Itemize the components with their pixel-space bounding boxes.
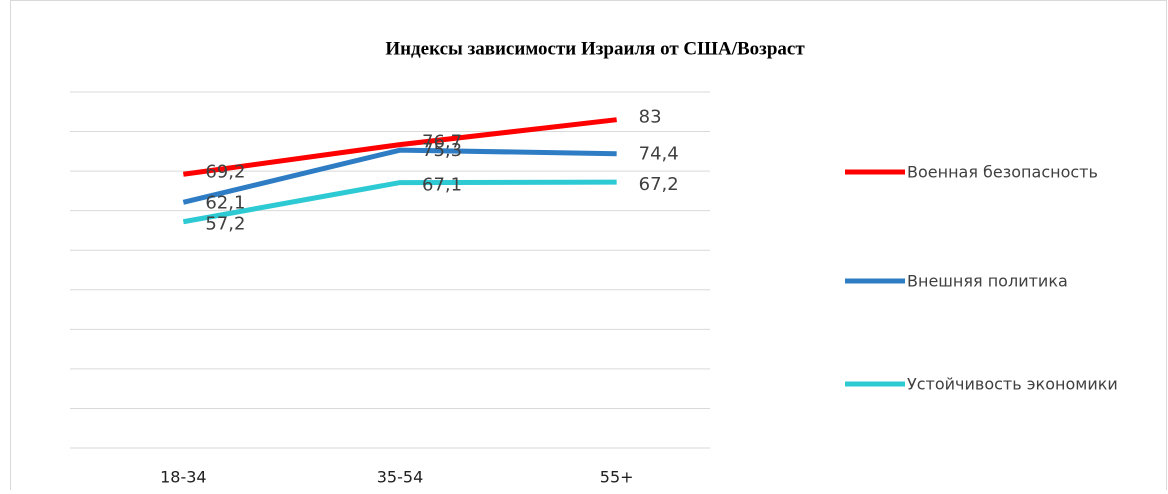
data-label: 76,7: [422, 132, 462, 153]
data-label: 75,3: [422, 140, 462, 161]
data-label: 57,2: [205, 214, 245, 235]
data-label: 67,2: [639, 174, 679, 195]
x-tick-label: 18-34: [160, 468, 207, 487]
legend-label: Внешняя политика: [907, 272, 1068, 291]
data-label: 74,4: [639, 144, 679, 165]
series-line: [182, 117, 617, 177]
series-line: [182, 147, 617, 205]
x-tick-label: 55+: [600, 468, 634, 487]
data-label: 83: [639, 107, 662, 128]
legend-label: Военная безопасность: [907, 163, 1098, 182]
chart-frame: [10, 0, 1167, 494]
series-line: [182, 179, 617, 225]
x-tick-label: 35-54: [377, 468, 424, 487]
data-label: 62,1: [205, 192, 245, 213]
chart-title: Индексы зависимости Израиля от США/Возра…: [385, 38, 805, 59]
data-label: 67,1: [422, 175, 462, 196]
legend-label: Устойчивость экономики: [907, 375, 1118, 394]
data-label: 69,2: [205, 161, 245, 182]
